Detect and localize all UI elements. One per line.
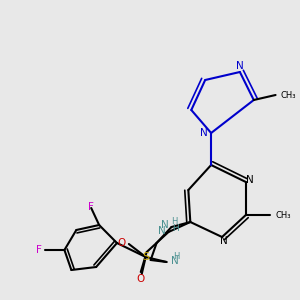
Text: CH₃: CH₃ <box>276 211 291 220</box>
Text: H: H <box>173 252 179 261</box>
Text: CH₃: CH₃ <box>281 91 296 100</box>
Text: N: N <box>158 226 166 236</box>
Text: H: H <box>172 224 179 233</box>
Text: N: N <box>236 61 244 71</box>
Text: N: N <box>200 128 208 138</box>
Text: N: N <box>171 256 179 266</box>
Text: F: F <box>88 202 94 212</box>
Text: O: O <box>136 274 144 284</box>
Text: H: H <box>171 217 178 226</box>
Text: N: N <box>161 220 169 230</box>
Text: S: S <box>142 252 149 262</box>
Text: F: F <box>36 245 42 255</box>
Text: N: N <box>220 236 227 247</box>
Text: O: O <box>117 238 125 248</box>
Text: N: N <box>246 175 254 184</box>
